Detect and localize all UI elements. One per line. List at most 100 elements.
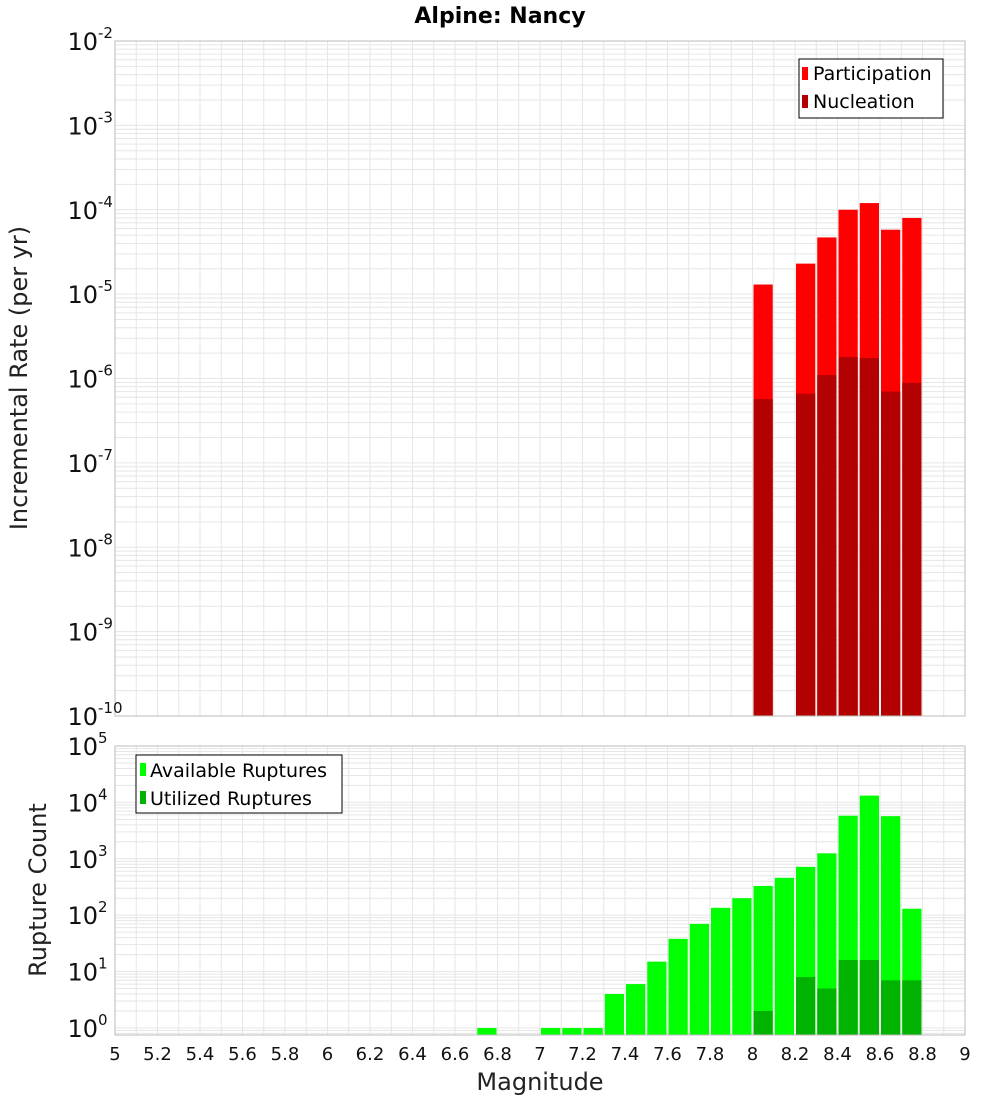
rate-legend: Participation Nucleation xyxy=(798,58,944,119)
utilized-ruptures-bar xyxy=(902,980,922,1035)
x-tick-label: 8 xyxy=(747,1044,758,1065)
rate-plot-frame xyxy=(114,40,966,717)
y-tick-label-exponent: 1 xyxy=(98,955,108,973)
x-tick-label: 6.2 xyxy=(356,1044,385,1065)
utilized-ruptures-bar xyxy=(881,980,901,1035)
available-ruptures-bar xyxy=(562,1027,582,1035)
utilized-legend-label: Utilized Ruptures xyxy=(150,788,312,810)
available-ruptures-bar xyxy=(626,984,646,1035)
utilized-ruptures-bar xyxy=(838,960,858,1035)
y-tick-label-exponent: -10 xyxy=(98,699,123,717)
x-tick-label: 5.6 xyxy=(228,1044,257,1065)
y-tick-label-base: 10 xyxy=(67,1015,98,1043)
rate-grid xyxy=(115,41,965,716)
chart-title: Alpine: Nancy xyxy=(414,4,585,29)
x-tick-label: 7 xyxy=(534,1044,545,1065)
y-tick-label-exponent: -5 xyxy=(98,277,113,295)
nucleation-bar xyxy=(838,356,858,716)
y-tick-label-exponent: -7 xyxy=(98,446,113,464)
available-ruptures-bar xyxy=(711,907,731,1035)
y-tick-label-base: 10 xyxy=(67,733,98,761)
y-tick-label-exponent: 0 xyxy=(98,1011,108,1029)
y-tick-label-base: 10 xyxy=(67,959,98,987)
available-ruptures-bar xyxy=(774,877,794,1035)
nucleation-bar xyxy=(796,393,816,716)
count-legend: Available Ruptures Utilized Ruptures xyxy=(135,754,343,814)
x-tick-label: 7.2 xyxy=(568,1044,597,1065)
utilized-ruptures-bar xyxy=(753,1010,773,1035)
y-tick-label-exponent: 2 xyxy=(98,898,108,916)
y-tick-label-base: 10 xyxy=(67,619,98,647)
x-tick-label: 8.8 xyxy=(908,1044,937,1065)
available-legend-label: Available Ruptures xyxy=(150,760,327,782)
y-tick-label-exponent: 3 xyxy=(98,842,108,860)
y-tick-label-exponent: -2 xyxy=(98,24,113,42)
nucleation-bar xyxy=(881,391,901,716)
nucleation-legend-label: Nucleation xyxy=(813,91,915,113)
y-tick-label-base: 10 xyxy=(67,534,98,562)
nucleation-bar xyxy=(753,399,773,716)
y-tick-label-exponent: -6 xyxy=(98,362,113,380)
count-y-axis-label: Rupture Count xyxy=(24,803,52,977)
participation-legend-swatch xyxy=(802,67,808,80)
rate-bars xyxy=(753,203,922,717)
y-tick-label-base: 10 xyxy=(67,197,98,225)
y-tick-label-exponent: 5 xyxy=(98,729,108,747)
rate-y-axis-label: Incremental Rate (per yr) xyxy=(5,226,33,530)
y-tick-label-base: 10 xyxy=(67,789,98,817)
nucleation-bar xyxy=(817,375,837,716)
x-tick-label: 7.8 xyxy=(696,1044,725,1065)
x-tick-label: 6.8 xyxy=(483,1044,512,1065)
x-tick-label: 8.4 xyxy=(823,1044,852,1065)
y-tick-label-exponent: 4 xyxy=(98,785,108,803)
available-ruptures-bar xyxy=(689,923,709,1035)
y-tick-label-exponent: -4 xyxy=(98,193,113,211)
available-ruptures-bar xyxy=(881,816,901,1035)
y-tick-label-base: 10 xyxy=(67,846,98,874)
available-ruptures-bar xyxy=(753,885,773,1035)
y-tick-label-base: 10 xyxy=(67,112,98,140)
x-tick-label: 6.6 xyxy=(441,1044,470,1065)
x-tick-label: 6.4 xyxy=(398,1044,427,1065)
y-tick-label-base: 10 xyxy=(67,902,98,930)
available-ruptures-bar xyxy=(604,994,624,1035)
count-plot-frame xyxy=(114,745,966,1036)
x-tick-label: 7.6 xyxy=(653,1044,682,1065)
available-ruptures-bar xyxy=(668,938,688,1035)
x-ticks: 5 5.2 5.4 5.6 5.8 6 6.2 6.4 6.6 6.8 7 7.2 7.4 7.6 7.8 8… xyxy=(109,1044,970,1065)
participation-legend-label: Participation xyxy=(813,63,932,85)
count-bars xyxy=(477,795,922,1035)
x-tick-label: 8.6 xyxy=(866,1044,895,1065)
available-ruptures-bar xyxy=(732,898,752,1035)
x-tick-label: 5.2 xyxy=(143,1044,172,1065)
y-tick-label-exponent: -3 xyxy=(98,108,113,126)
x-tick-label: 9 xyxy=(959,1044,970,1065)
y-tick-label-exponent: -9 xyxy=(98,615,113,633)
x-tick-label: 6 xyxy=(322,1044,333,1065)
utilized-ruptures-bar xyxy=(817,988,837,1035)
y-tick-label-base: 10 xyxy=(67,450,98,478)
count-legend-box xyxy=(135,754,343,814)
y-tick-label-exponent: -8 xyxy=(98,530,113,548)
utilized-ruptures-bar xyxy=(859,960,879,1035)
x-tick-label: 8.2 xyxy=(781,1044,810,1065)
nucleation-bar xyxy=(902,382,922,716)
available-ruptures-bar xyxy=(541,1027,561,1035)
available-legend-swatch xyxy=(140,763,146,776)
available-ruptures-bar xyxy=(583,1027,603,1035)
x-tick-label: 5.4 xyxy=(186,1044,215,1065)
available-ruptures-bar xyxy=(477,1027,497,1035)
y-tick-label-base: 10 xyxy=(67,703,98,731)
y-tick-label-base: 10 xyxy=(67,28,98,56)
available-ruptures-bar xyxy=(647,961,667,1035)
utilized-ruptures-bar xyxy=(796,977,816,1035)
utilized-legend-swatch xyxy=(140,791,146,804)
nucleation-legend-swatch xyxy=(802,95,808,108)
nucleation-bar xyxy=(859,357,879,716)
